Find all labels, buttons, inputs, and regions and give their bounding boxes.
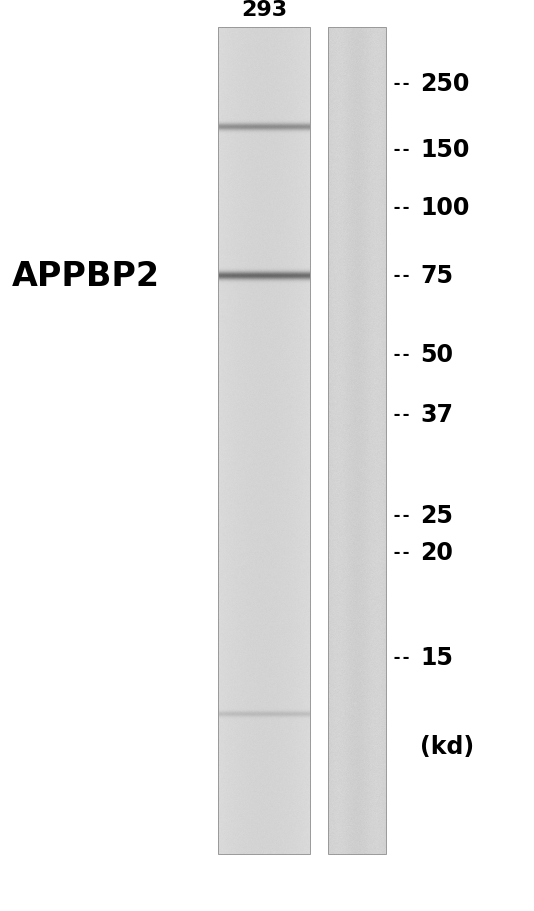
Bar: [218, 28, 310, 854]
Text: 50: 50: [420, 343, 453, 366]
Text: --: --: [392, 200, 412, 217]
Text: --: --: [392, 345, 412, 363]
Text: 150: 150: [420, 138, 469, 162]
Text: 15: 15: [420, 646, 453, 670]
Text: --: --: [392, 507, 412, 525]
Bar: [328, 28, 386, 854]
Text: 100: 100: [420, 196, 469, 220]
Text: --: --: [392, 649, 412, 667]
Text: 250: 250: [420, 72, 469, 97]
Text: --: --: [392, 75, 412, 93]
Text: 293: 293: [241, 0, 287, 20]
Text: 75: 75: [420, 264, 453, 288]
Text: 25: 25: [420, 504, 453, 527]
Text: 37: 37: [420, 403, 453, 426]
Text: --: --: [392, 544, 412, 561]
Text: --: --: [392, 141, 412, 159]
Text: 20: 20: [420, 540, 453, 565]
Text: APPBP2: APPBP2: [12, 260, 160, 292]
Text: (kd): (kd): [420, 734, 474, 759]
Text: --: --: [392, 405, 412, 424]
Text: --: --: [392, 267, 412, 285]
